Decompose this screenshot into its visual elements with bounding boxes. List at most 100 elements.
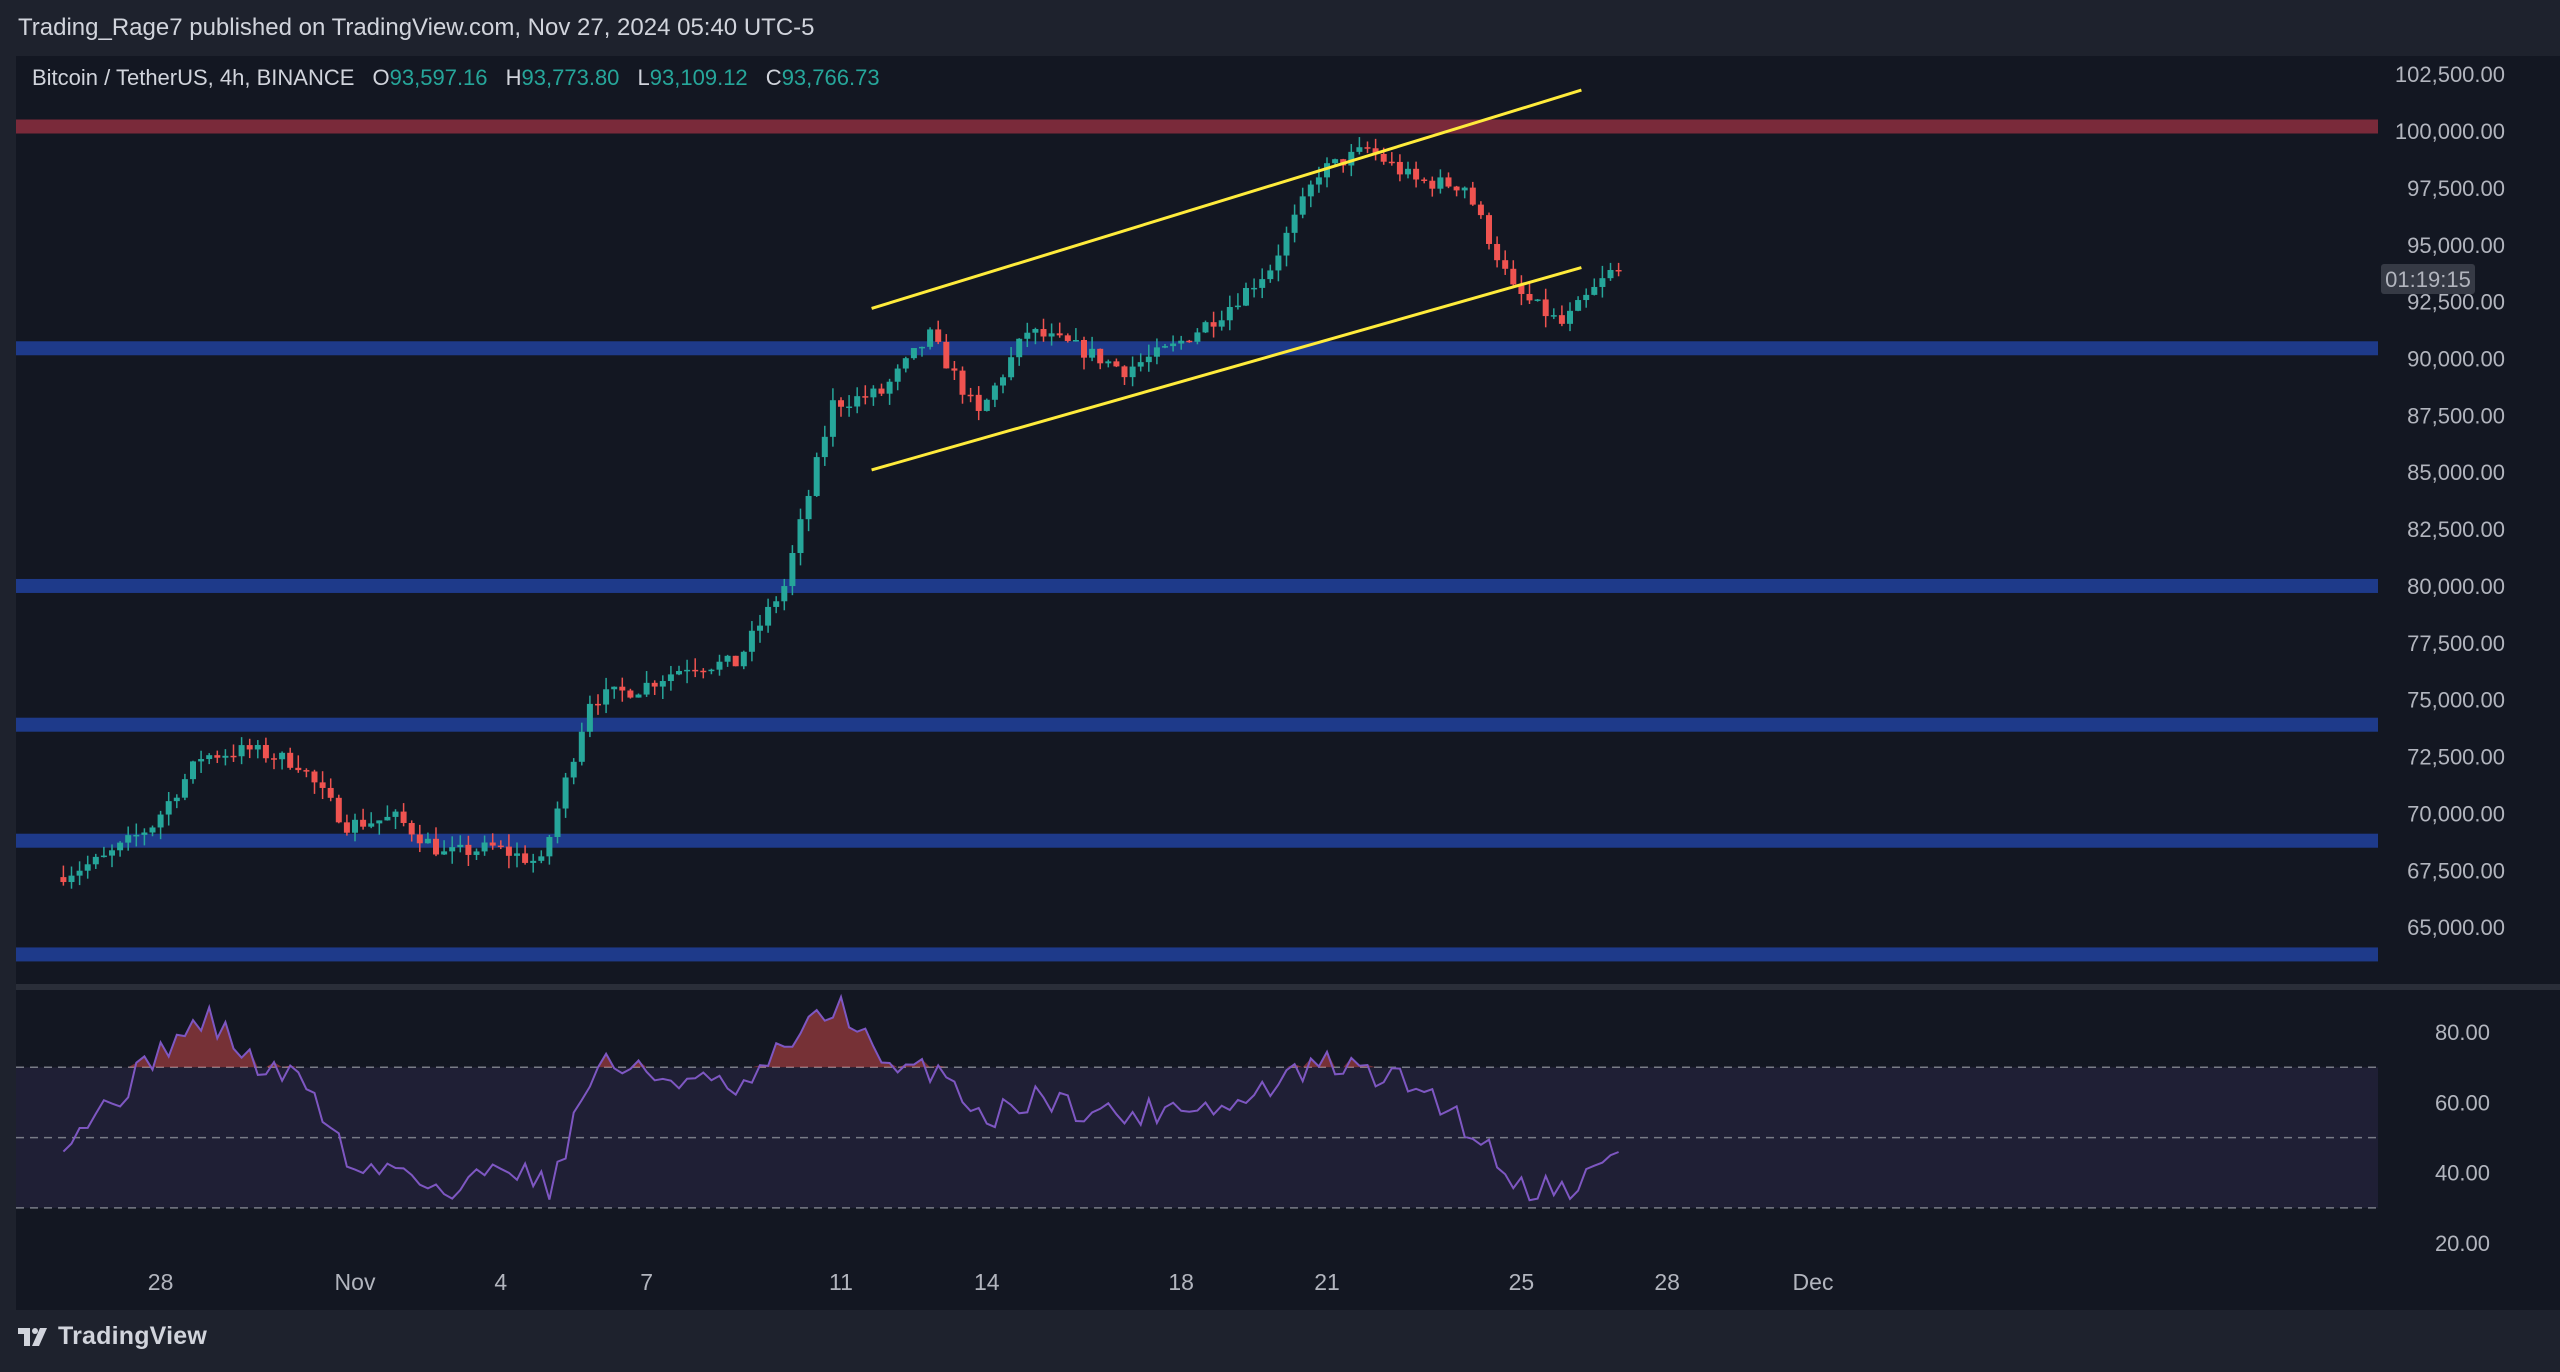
candle: [667, 665, 674, 691]
candle-body: [991, 385, 998, 400]
candle: [530, 853, 537, 873]
candle: [910, 348, 917, 360]
time-tick-label: Dec: [1793, 1269, 1834, 1295]
candle-body: [1348, 151, 1355, 166]
candle-body: [748, 630, 755, 652]
candle: [246, 738, 253, 759]
candle-body: [627, 690, 634, 698]
candle-body: [76, 870, 83, 876]
channel-upper-line[interactable]: [871, 88, 1582, 310]
candle-body: [1016, 338, 1023, 358]
candle-body: [181, 779, 188, 798]
candle: [1388, 152, 1395, 166]
candle: [1486, 212, 1492, 250]
candle-body: [1089, 348, 1096, 358]
resistance-zone-0[interactable]: [16, 119, 2378, 134]
support-zone-3[interactable]: [16, 717, 2378, 732]
candle-body: [676, 671, 682, 675]
candle-body: [1542, 299, 1549, 317]
candle-body: [1121, 366, 1128, 378]
candle-body: [870, 388, 877, 398]
candle: [1461, 186, 1468, 199]
time-tick-label: 25: [1509, 1269, 1535, 1295]
candle: [489, 833, 496, 850]
ascending-channel[interactable]: [871, 88, 1582, 472]
time-axis: 28 Nov 4 7 11 14 18 21 25 28 Dec: [148, 1269, 1834, 1295]
candle-body: [667, 674, 674, 682]
candle-body: [1162, 346, 1168, 348]
rsi-tick-label: 20.00: [2435, 1231, 2490, 1256]
candle-body: [1105, 361, 1112, 364]
candle: [1081, 336, 1087, 370]
support-zone-4[interactable]: [16, 833, 2378, 848]
candle-body: [1494, 243, 1501, 261]
candle: [1048, 323, 1055, 346]
candle-body: [368, 823, 375, 827]
candle: [238, 737, 245, 765]
candle-body: [975, 394, 982, 411]
candle-body: [1024, 332, 1031, 339]
candle: [173, 794, 180, 809]
candle: [1275, 244, 1282, 282]
candle-body: [125, 835, 132, 843]
candle: [319, 771, 326, 800]
candle-body: [765, 606, 772, 626]
candle-body: [465, 844, 472, 855]
candle: [1072, 328, 1079, 342]
candle: [1097, 348, 1104, 370]
price-tick-label: 72,500.00: [2407, 745, 2505, 770]
candle-body: [1558, 315, 1565, 324]
candle: [1575, 296, 1582, 312]
support-zone-2[interactable]: [16, 578, 2378, 593]
candle-body: [271, 758, 277, 760]
channel-lower-line[interactable]: [871, 266, 1582, 472]
candle-body: [60, 877, 67, 883]
candle: [1421, 177, 1428, 184]
candle-body: [514, 853, 520, 856]
candle: [1534, 298, 1541, 302]
candle-body: [692, 669, 699, 672]
candle-body: [1591, 286, 1598, 295]
candle: [473, 848, 480, 861]
candle: [157, 810, 164, 840]
support-zone-1[interactable]: [16, 341, 2378, 356]
candle-body: [1234, 305, 1241, 308]
candle-body: [910, 348, 917, 359]
candle: [951, 361, 958, 380]
candle: [1413, 161, 1420, 188]
candle-body: [198, 759, 205, 762]
price-tick-label: 67,500.00: [2407, 858, 2505, 883]
candle-body: [392, 811, 399, 817]
symbol-legend: Bitcoin / TetherUS, 4h, BINANCE O93,597.…: [32, 65, 880, 91]
candle-body: [1429, 180, 1436, 189]
candle: [1202, 320, 1209, 334]
candle: [538, 850, 545, 864]
candle: [854, 387, 861, 414]
candle-body: [230, 755, 237, 758]
symbol-name[interactable]: Bitcoin / TetherUS, 4h, BINANCE: [32, 65, 355, 90]
close-key: C: [765, 65, 782, 90]
candle: [181, 773, 188, 801]
price-axis-panel[interactable]: [2378, 56, 2560, 984]
candle-body: [133, 834, 140, 837]
time-axis-panel[interactable]: [16, 1250, 2560, 1310]
chart-area[interactable]: 102,500.00100,000.0097,500.0095,000.0092…: [0, 0, 2560, 1310]
candle: [198, 750, 205, 773]
candle-body: [408, 822, 415, 835]
candle: [505, 834, 512, 869]
candle: [1356, 137, 1363, 155]
candle-body: [1607, 269, 1614, 279]
candle: [1178, 335, 1185, 350]
candle: [76, 861, 83, 886]
candle-body: [343, 822, 350, 833]
candle: [424, 832, 431, 844]
candle-body: [335, 797, 342, 823]
pane-separator[interactable]: [16, 984, 2560, 990]
tradingview-logo[interactable]: TradingView: [18, 1322, 207, 1351]
candle-body: [190, 761, 196, 780]
candle-body: [732, 655, 739, 667]
support-zone-5[interactable]: [16, 947, 2378, 962]
rsi-tick-label: 80.00: [2435, 1020, 2490, 1045]
candle-body: [603, 689, 610, 705]
rsi-axis-panel[interactable]: [2378, 990, 2560, 1250]
